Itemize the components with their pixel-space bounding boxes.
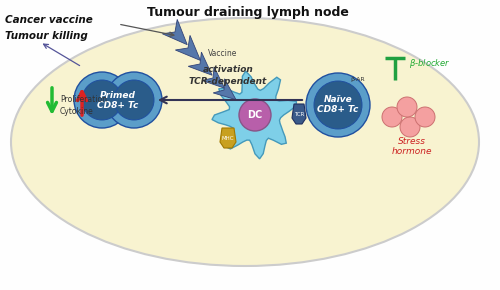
Text: Naïve: Naïve [324, 95, 352, 104]
Text: Cytokine: Cytokine [60, 108, 94, 117]
Text: activation: activation [202, 66, 254, 75]
Text: DC: DC [248, 110, 262, 120]
Polygon shape [202, 67, 224, 88]
Text: Proliferation: Proliferation [60, 95, 107, 104]
Text: CD8+ Tc: CD8+ Tc [318, 106, 358, 115]
Circle shape [382, 107, 402, 127]
Polygon shape [213, 79, 236, 100]
Text: Tumour draining lymph node: Tumour draining lymph node [147, 6, 349, 19]
Text: hormone: hormone [392, 148, 432, 157]
Text: Primed: Primed [100, 90, 136, 99]
Circle shape [239, 99, 271, 131]
Polygon shape [212, 71, 296, 159]
Circle shape [397, 97, 417, 117]
Circle shape [306, 73, 370, 137]
Polygon shape [162, 19, 187, 45]
Text: Tumour killing: Tumour killing [5, 31, 88, 41]
Polygon shape [292, 104, 306, 124]
Text: MHC: MHC [222, 137, 234, 142]
Text: TCR-dependent: TCR-dependent [189, 77, 267, 86]
Circle shape [415, 107, 435, 127]
Text: TCR: TCR [294, 113, 304, 117]
Text: $\beta$-blocker: $\beta$-blocker [409, 57, 451, 70]
Text: CD8+ Tc: CD8+ Tc [98, 101, 138, 110]
Text: β-AR: β-AR [350, 77, 366, 81]
Circle shape [314, 81, 362, 129]
Text: Cancer vaccine: Cancer vaccine [5, 15, 93, 25]
Polygon shape [176, 35, 201, 60]
Circle shape [74, 72, 130, 128]
Circle shape [106, 72, 162, 128]
Circle shape [82, 80, 122, 120]
Text: Vaccine: Vaccine [208, 48, 238, 57]
Text: Stress: Stress [398, 137, 426, 146]
Polygon shape [188, 52, 212, 75]
Ellipse shape [11, 18, 479, 266]
Polygon shape [220, 128, 236, 148]
Circle shape [114, 80, 154, 120]
Circle shape [400, 117, 420, 137]
